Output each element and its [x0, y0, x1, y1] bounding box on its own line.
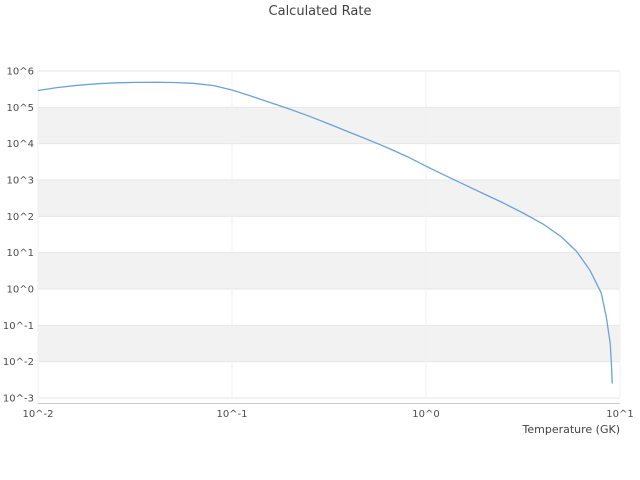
y-tick-label: 10^3	[7, 176, 34, 187]
plot-band	[38, 252, 620, 289]
rate-line	[37, 81, 613, 384]
y-tick-label: 10^5	[7, 103, 34, 114]
x-tick-label: 10^0	[412, 409, 439, 420]
y-tick-label: 10^-1	[3, 321, 34, 332]
y-tick-label: 10^-3	[3, 394, 34, 405]
y-tick-label: 10^4	[7, 139, 34, 150]
x-tick-label: 10^-1	[216, 409, 247, 420]
y-tick-label: 10^1	[7, 248, 34, 259]
y-tick-label: 10^-2	[3, 357, 34, 368]
x-axis-label: Temperature (GK)	[522, 423, 621, 436]
y-tick-label: 10^2	[7, 212, 34, 223]
y-tick-label: 10^6	[7, 67, 34, 78]
plot-band	[38, 325, 620, 362]
x-tick-label: 10^1	[606, 409, 633, 420]
y-tick-label: 10^0	[7, 285, 34, 296]
plot-band	[38, 107, 620, 144]
chart-title: Calculated Rate	[268, 4, 372, 19]
plot-band	[38, 180, 620, 217]
x-tick-label: 10^-2	[22, 409, 53, 420]
